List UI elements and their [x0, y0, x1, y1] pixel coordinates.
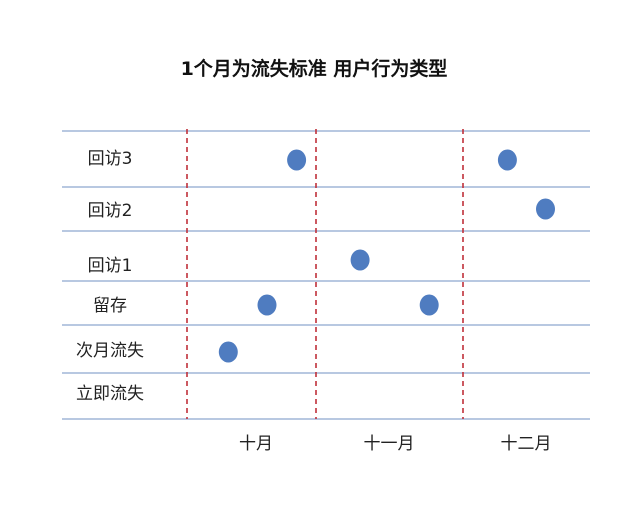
data-point-0 — [287, 149, 307, 171]
month-label-十二月: 十二月 — [501, 434, 552, 454]
category-label-回访1: 回访1 — [88, 256, 133, 276]
data-point-4 — [257, 294, 277, 316]
grid-lines — [62, 130, 590, 420]
category-label-留存: 留存 — [93, 296, 127, 316]
month-dividers — [186, 129, 464, 419]
data-point-6 — [218, 341, 238, 363]
month-label-十月: 十月 — [239, 434, 273, 454]
data-point-1 — [497, 149, 517, 171]
category-label-立即流失: 立即流失 — [76, 384, 144, 404]
category-label-回访2: 回访2 — [88, 201, 133, 221]
data-point-5 — [419, 294, 439, 316]
category-label-次月流失: 次月流失 — [76, 341, 144, 361]
data-points — [218, 149, 555, 363]
data-point-2 — [536, 198, 555, 220]
chart-title: 1个月为流失标准 用户行为类型 — [181, 57, 448, 80]
category-label-回访3: 回访3 — [88, 149, 133, 169]
month-label-十一月: 十一月 — [364, 434, 415, 454]
data-point-3 — [350, 249, 370, 271]
